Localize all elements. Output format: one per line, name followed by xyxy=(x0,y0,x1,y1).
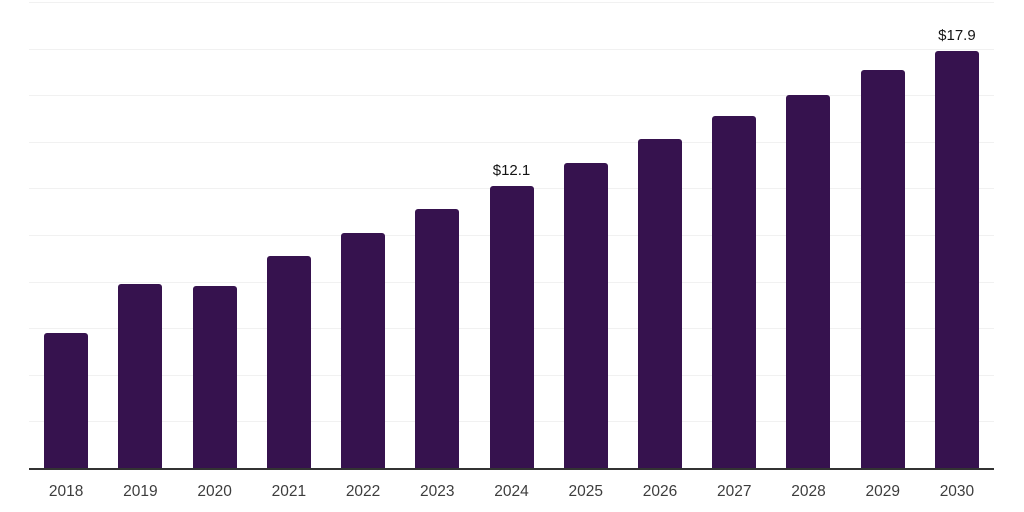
x-tick-label-2018: 2018 xyxy=(48,483,84,500)
bar-slot-2026 xyxy=(623,2,697,468)
bar-2028 xyxy=(786,95,831,468)
x-axis-labels: 2018 2019 2020 2021 2022 2023 2024 2025 2026 2027… xyxy=(29,483,994,502)
plot-area: $12.1 $17.9 xyxy=(29,2,994,470)
bar-slot-2027 xyxy=(697,2,771,468)
bar-slot-2029 xyxy=(846,2,920,468)
x-tick-label-2025: 2025 xyxy=(568,483,603,500)
bar-slot-2019 xyxy=(103,2,177,468)
bar-slot-2025 xyxy=(549,2,623,468)
gridline xyxy=(29,48,994,50)
bar-2022 xyxy=(341,232,386,468)
bar-2021 xyxy=(266,255,311,468)
bar-value-label-2024: $12.1 xyxy=(492,162,531,180)
bar-2026 xyxy=(637,139,682,468)
x-tick-label-2021: 2021 xyxy=(271,483,307,500)
bar-2029 xyxy=(860,69,905,468)
x-tick-label-2029: 2029 xyxy=(865,483,900,500)
bar-2027 xyxy=(712,116,757,468)
gridline xyxy=(29,141,994,143)
bar-2023 xyxy=(415,209,460,468)
bar-2024 xyxy=(489,186,534,468)
bar-slot-2021 xyxy=(252,2,326,468)
x-tick-label-2028: 2028 xyxy=(791,483,826,500)
x-tick-label-2022: 2022 xyxy=(345,483,381,500)
x-tick-label-2026: 2026 xyxy=(642,483,678,500)
bar-2019 xyxy=(118,283,163,468)
bar-slot-2028 xyxy=(771,2,845,468)
gridline xyxy=(29,95,994,97)
x-tick-label-2024: 2024 xyxy=(494,483,529,500)
bar-slot-2020 xyxy=(177,2,251,468)
x-tick-label-2019: 2019 xyxy=(123,483,158,500)
bar-2030 xyxy=(934,50,979,468)
bar-2025 xyxy=(563,162,608,468)
bar-slot-2024: $12.1 xyxy=(474,2,548,468)
x-tick-label-2027: 2027 xyxy=(716,483,752,500)
x-tick-label-2030: 2030 xyxy=(939,483,975,500)
bar-value-label-2030: $17.9 xyxy=(938,26,976,44)
bar-2018 xyxy=(44,332,89,468)
bar-slot-2023 xyxy=(400,2,474,468)
x-tick-label-2023: 2023 xyxy=(420,483,455,500)
gridline xyxy=(29,2,994,3)
bar-slot-2018 xyxy=(29,2,103,468)
bar-2020 xyxy=(192,286,237,468)
bar-slot-2030: $17.9 xyxy=(920,2,994,468)
bar-slot-2022 xyxy=(326,2,400,468)
bars-container: $12.1 $17.9 xyxy=(29,2,994,468)
x-tick-label-2020: 2020 xyxy=(197,483,232,500)
